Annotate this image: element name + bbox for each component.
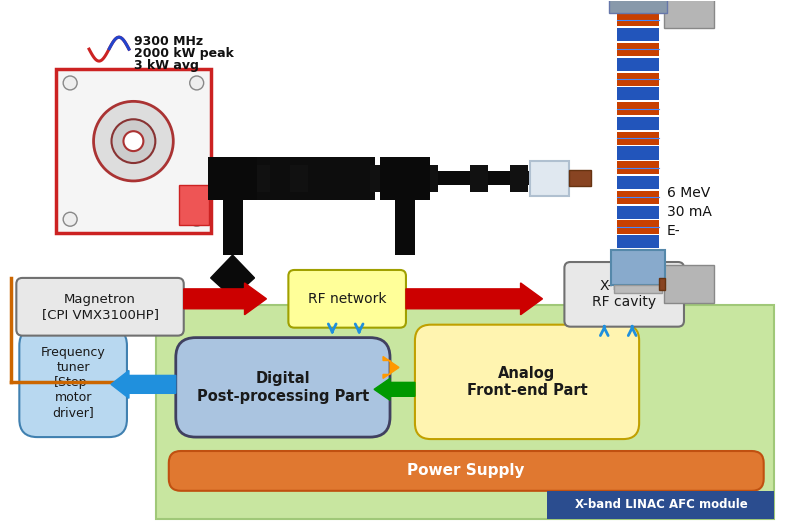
Circle shape xyxy=(189,212,204,226)
Bar xyxy=(617,191,659,204)
Text: 6 MeV: 6 MeV xyxy=(667,186,710,200)
Circle shape xyxy=(63,212,77,226)
Bar xyxy=(256,157,375,200)
Bar xyxy=(617,13,659,26)
FancyArrow shape xyxy=(184,283,267,315)
FancyBboxPatch shape xyxy=(19,327,127,437)
Bar xyxy=(617,28,659,41)
Bar xyxy=(617,58,659,71)
Bar xyxy=(617,43,659,56)
Bar xyxy=(529,160,570,196)
FancyArrow shape xyxy=(111,370,176,398)
FancyArrow shape xyxy=(406,283,543,315)
Bar xyxy=(208,157,257,200)
Bar xyxy=(617,206,659,218)
Bar xyxy=(617,132,659,145)
Bar xyxy=(420,165,438,193)
Bar xyxy=(252,165,271,193)
Text: E-: E- xyxy=(667,224,681,238)
Circle shape xyxy=(63,76,77,90)
Text: 3 kW avg: 3 kW avg xyxy=(134,59,199,71)
Text: Analog
Front-end Part: Analog Front-end Part xyxy=(466,366,587,398)
FancyArrow shape xyxy=(374,378,415,400)
Bar xyxy=(617,117,659,130)
FancyBboxPatch shape xyxy=(564,262,684,327)
Polygon shape xyxy=(211,255,255,298)
Bar xyxy=(617,72,659,86)
Bar xyxy=(614,285,662,293)
FancyBboxPatch shape xyxy=(176,338,390,437)
Circle shape xyxy=(111,119,155,163)
Bar xyxy=(659,278,665,290)
Bar xyxy=(395,200,415,255)
Bar xyxy=(617,87,659,101)
Text: 30 mA: 30 mA xyxy=(667,205,712,220)
FancyBboxPatch shape xyxy=(415,325,639,439)
FancyBboxPatch shape xyxy=(169,451,764,491)
Bar xyxy=(611,250,665,285)
Bar xyxy=(469,165,488,193)
Bar xyxy=(56,69,211,233)
Text: 2000 kW peak: 2000 kW peak xyxy=(134,47,234,60)
Circle shape xyxy=(123,131,144,151)
Bar xyxy=(510,165,528,193)
Circle shape xyxy=(94,102,174,181)
Bar xyxy=(617,176,659,189)
Bar xyxy=(617,147,659,160)
FancyBboxPatch shape xyxy=(288,270,406,327)
Bar xyxy=(570,170,591,186)
Bar xyxy=(380,157,430,200)
Circle shape xyxy=(189,76,204,90)
Text: Power Supply: Power Supply xyxy=(407,463,525,478)
Bar xyxy=(617,235,659,248)
Bar xyxy=(664,0,714,28)
Bar xyxy=(617,102,659,115)
Bar xyxy=(617,161,659,175)
Bar xyxy=(211,165,229,193)
Bar xyxy=(211,171,579,186)
Bar xyxy=(222,200,242,255)
Bar xyxy=(617,221,659,233)
Text: X-band LINAC AFC module: X-band LINAC AFC module xyxy=(574,498,747,511)
Bar xyxy=(609,0,667,13)
Text: RF network: RF network xyxy=(308,292,387,306)
Text: X-band
RF cavity: X-band RF cavity xyxy=(592,279,656,309)
Bar xyxy=(370,165,388,193)
Bar xyxy=(290,165,308,193)
Bar xyxy=(548,491,774,518)
FancyBboxPatch shape xyxy=(17,278,184,335)
Text: Magnetron
[CPI VMX3100HP]: Magnetron [CPI VMX3100HP] xyxy=(42,293,159,321)
Bar xyxy=(179,186,208,225)
FancyArrow shape xyxy=(383,357,399,378)
Text: Digital
Post-processing Part: Digital Post-processing Part xyxy=(196,371,369,404)
Bar xyxy=(664,265,714,303)
Text: Frequency
tuner
[Step-
motor
driver]: Frequency tuner [Step- motor driver] xyxy=(41,346,106,419)
Bar xyxy=(156,305,774,518)
Text: 9300 MHz: 9300 MHz xyxy=(134,35,203,48)
